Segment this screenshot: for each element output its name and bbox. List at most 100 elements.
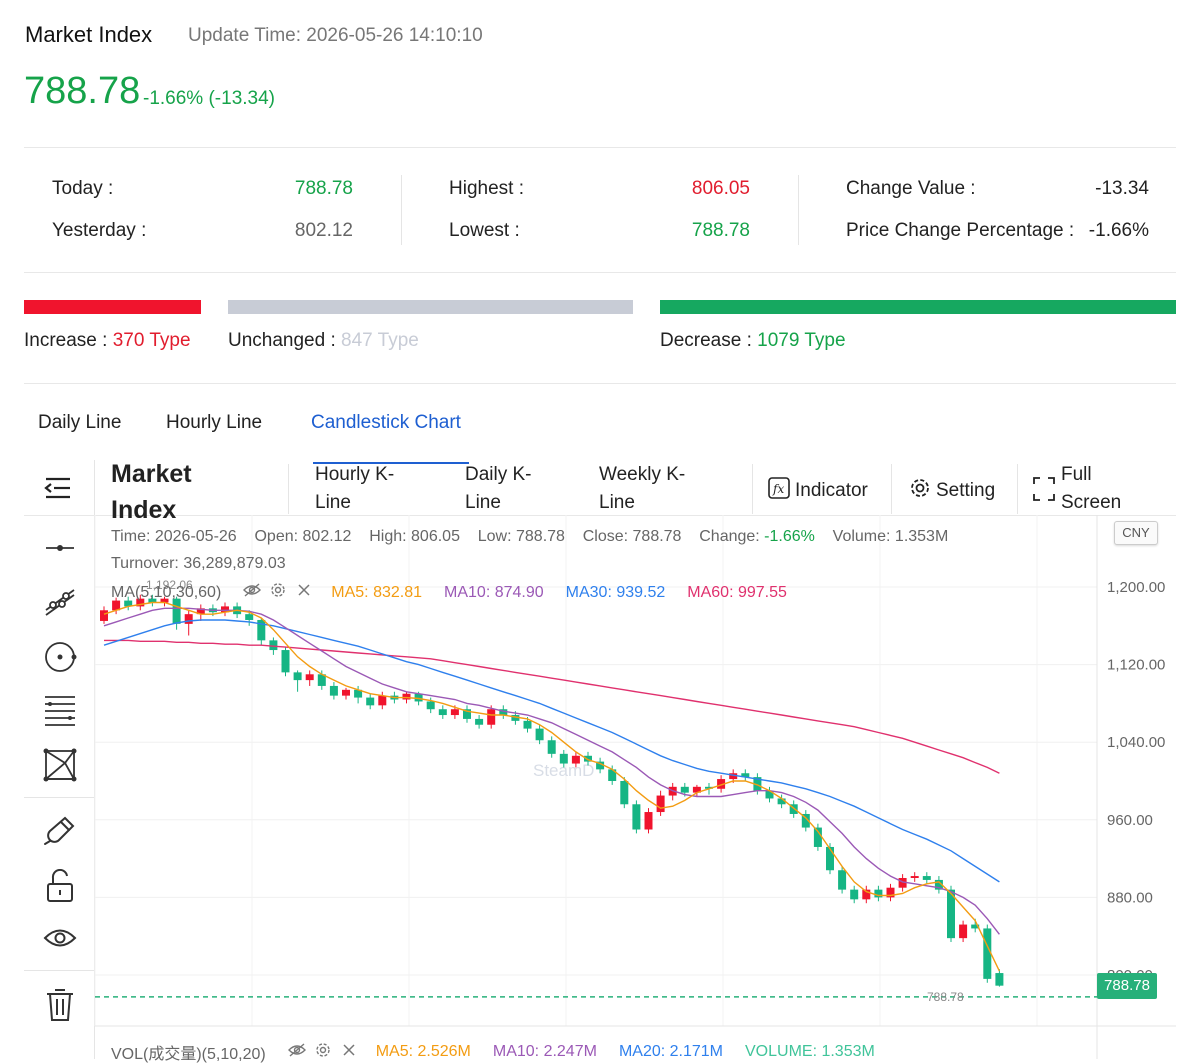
vol-volume: VOLUME: 1.353M (745, 1043, 875, 1060)
decrease-count: 1079 Type (757, 330, 846, 351)
lowest-label: Lowest : (449, 220, 520, 241)
candle-body (342, 689, 350, 696)
eye-icon[interactable] (40, 918, 80, 958)
function-icon: fx (767, 476, 791, 505)
vol-settings-icon[interactable] (315, 1042, 331, 1063)
currency-badge[interactable]: CNY (1114, 521, 1158, 545)
candle-body (329, 685, 338, 696)
candle-body (753, 777, 762, 791)
increase-count: 370 Type (112, 330, 191, 351)
decrease-label: Decrease : 1079 Type (660, 330, 846, 351)
candle-body (886, 887, 895, 898)
pattern-icon[interactable] (40, 745, 80, 785)
tab-hourly-line[interactable]: Hourly Line (166, 412, 263, 433)
info-time: Time: 2026-05-26 (111, 528, 237, 545)
candle-body (366, 697, 375, 706)
info-change-label: Change: (699, 528, 765, 545)
fibonacci-icon[interactable] (40, 690, 80, 730)
ma-legend: MA(5,10,30,60) MA5: 832.81 MA10: 874.90 … (111, 582, 787, 603)
svg-text:fx: fx (772, 482, 784, 496)
candle-body (971, 924, 980, 929)
unchanged-bar (228, 300, 633, 314)
visibility-icon[interactable] (243, 583, 262, 602)
ma60-value: MA60: 997.55 (687, 583, 787, 601)
candle-body (184, 614, 193, 624)
volume-legend: VOL(成交量)(5,10,20) MA5: 2.526M MA10: 2.24… (111, 1040, 875, 1064)
yesterday-label: Yesterday : (52, 220, 147, 241)
increase-bar (24, 300, 201, 314)
candle-body (862, 889, 871, 900)
candle-body (269, 640, 278, 651)
expand-icon[interactable] (1032, 476, 1056, 507)
candle-body (450, 709, 459, 716)
indicator-button[interactable]: fx Indicator (767, 476, 868, 505)
trend-line-icon[interactable] (40, 581, 80, 621)
vol-ma20: MA20: 2.171M (618, 1043, 723, 1060)
horizontal-line-icon[interactable] (40, 528, 80, 568)
circle-icon[interactable] (40, 637, 80, 677)
candle-body (293, 672, 302, 681)
highest-value: 806.05 (691, 178, 750, 199)
stats-separator (401, 175, 402, 245)
candle-body (511, 715, 520, 721)
chart-symbol: Market Index (111, 460, 192, 524)
toolbar-divider (24, 515, 1176, 516)
candle-body (729, 773, 738, 780)
candle-body (535, 728, 544, 741)
candle-body (656, 795, 665, 813)
unchanged-label: Unchanged : 847 Type (228, 330, 419, 351)
ma10-line (103, 607, 1000, 935)
candle-body (765, 790, 774, 799)
candle-body (438, 709, 447, 716)
tab-daily-line[interactable]: Daily Line (38, 412, 122, 433)
candle-body (463, 709, 471, 719)
pct-change-value: -1.66% (1088, 220, 1149, 241)
candle-body (741, 773, 750, 778)
decrease-bar (660, 300, 1176, 314)
fullscreen-button[interactable]: Full Screen (1061, 464, 1122, 513)
info-volume: Volume: 1.353M (832, 528, 949, 545)
candle-body (910, 876, 919, 878)
ma-settings-icon[interactable] (270, 582, 286, 603)
ma30-line (103, 619, 1000, 883)
ma5-line (103, 601, 1001, 972)
close-icon[interactable] (342, 1043, 356, 1062)
candle-body (983, 928, 992, 979)
ma-legend-name: MA(5,10,30,60) (111, 583, 222, 601)
magnet-icon[interactable] (40, 811, 80, 851)
candle-body (922, 876, 931, 880)
toolbar-separator (288, 464, 289, 514)
stats-separator (798, 175, 799, 245)
change-value-label: Change Value : (846, 178, 976, 199)
toolbar-separator (752, 464, 753, 514)
candle-body (632, 804, 641, 830)
update-time: Update Time: 2026-05-26 14:10:10 (188, 25, 483, 46)
period-hourly-kline[interactable]: Hourly K-Line (315, 464, 395, 513)
candle-body (378, 695, 387, 706)
candle-body (692, 786, 701, 793)
info-low: Low: 788.78 (477, 528, 565, 545)
period-daily-kline[interactable]: Daily K-Line (465, 464, 532, 513)
toolbar-separator (1017, 464, 1018, 514)
highest-label: Highest : (449, 178, 524, 199)
pct-change-label: Price Change Percentage : (846, 220, 1075, 241)
tab-candlestick-chart[interactable]: Candlestick Chart (311, 412, 461, 433)
divider (24, 272, 1176, 273)
candle-body (959, 924, 968, 939)
close-icon[interactable] (297, 583, 311, 602)
visibility-icon[interactable] (287, 1042, 306, 1062)
y-axis-tick-label: 1,040.00 (1107, 734, 1165, 751)
setting-button[interactable]: Setting (908, 476, 995, 505)
trash-icon[interactable] (40, 985, 80, 1025)
lock-icon[interactable] (40, 866, 80, 906)
period-weekly-kline[interactable]: Weekly K-Line (599, 464, 686, 513)
candle-body (100, 610, 108, 621)
divider (24, 147, 1176, 148)
candle-body (172, 598, 181, 624)
collapse-menu-icon[interactable] (42, 474, 74, 507)
candle-body (559, 753, 568, 764)
today-value: 788.78 (294, 178, 353, 199)
max-price-marker: 1,192.06 (146, 578, 193, 592)
candle-body (898, 878, 907, 888)
